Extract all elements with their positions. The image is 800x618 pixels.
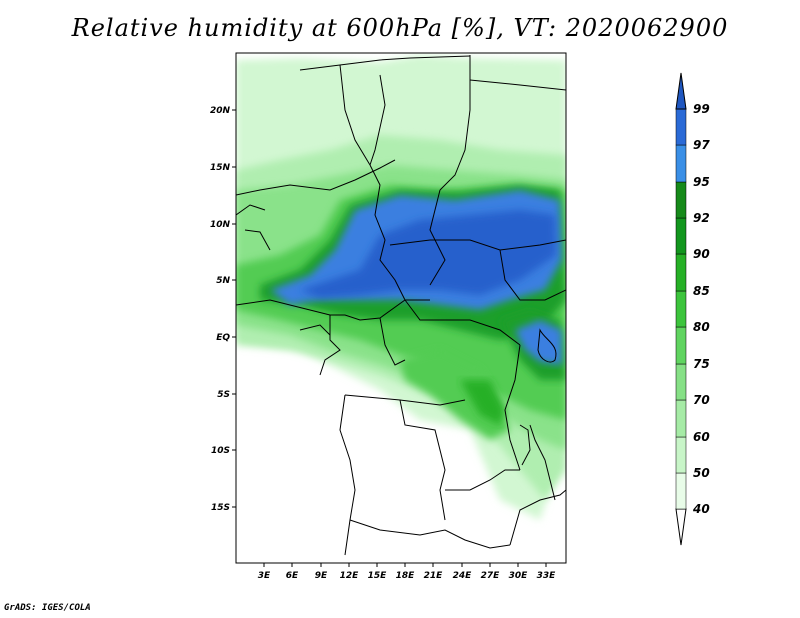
y-tick-label: 5S bbox=[217, 390, 230, 400]
colorbar-segment bbox=[675, 144, 687, 183]
x-tick-label: 33E bbox=[537, 571, 557, 581]
y-tick-labels: 20N 15N 10N 5N EQ 5S 10S 15S bbox=[210, 106, 231, 513]
y-axis bbox=[232, 109, 236, 508]
y-tick-label: 15S bbox=[211, 503, 230, 513]
map-frame bbox=[235, 52, 567, 564]
colorbar-label: 92 bbox=[693, 211, 710, 225]
country-boundaries bbox=[236, 55, 566, 556]
colorbar-segment bbox=[675, 363, 687, 401]
colorbar-segment bbox=[675, 217, 687, 255]
x-tick-label: 27E bbox=[481, 571, 501, 581]
y-tick-label: 20N bbox=[210, 106, 231, 116]
x-tick-label: 15E bbox=[368, 571, 388, 581]
colorbar-label: 50 bbox=[693, 466, 710, 480]
x-tick-label: 12E bbox=[340, 571, 360, 581]
colorbar-label: 85 bbox=[693, 284, 710, 298]
x-tick-label: 18E bbox=[396, 571, 416, 581]
colorbar-segment bbox=[675, 290, 687, 328]
grads-credit: GrADS: IGES/COLA bbox=[4, 603, 91, 613]
colorbar-segment bbox=[675, 472, 687, 510]
x-axis bbox=[263, 563, 547, 567]
colorbar-segment bbox=[675, 108, 687, 146]
y-tick-label: 5N bbox=[216, 276, 230, 286]
colorbar-label: 40 bbox=[692, 502, 710, 516]
colorbar-top-cap bbox=[675, 72, 687, 110]
rh-band-97 bbox=[300, 210, 556, 298]
y-tick-label: EQ bbox=[216, 333, 230, 343]
y-tick-label: 10N bbox=[210, 220, 231, 230]
colorbar-label: 75 bbox=[693, 357, 710, 371]
x-tick-label: 21E bbox=[424, 571, 444, 581]
colorbar-label: 60 bbox=[693, 430, 710, 444]
colorbar-label: 80 bbox=[693, 320, 710, 334]
colorbar-label: 90 bbox=[693, 247, 710, 261]
y-tick-label: 15N bbox=[210, 163, 231, 173]
colorbar-segment bbox=[675, 253, 687, 292]
humidity-field bbox=[236, 53, 566, 563]
colorbar-segment bbox=[675, 181, 687, 219]
colorbar-label: 97 bbox=[693, 138, 710, 152]
rh-band-85-south bbox=[400, 350, 510, 440]
x-tick-label: 9E bbox=[315, 571, 328, 581]
colorbar-label: 99 bbox=[693, 102, 710, 116]
x-tick-label: 24E bbox=[453, 571, 473, 581]
colorbar-label: 95 bbox=[693, 175, 710, 189]
rh-band-90-south bbox=[460, 380, 505, 425]
x-tick-labels: 3E 6E 9E 12E 15E 18E 21E 24E 27E 30E 33E bbox=[258, 571, 556, 581]
y-tick-label: 10S bbox=[211, 446, 230, 456]
chart-title: Relative humidity at 600hPa [%], VT: 202… bbox=[71, 14, 729, 42]
x-tick-label: 30E bbox=[509, 571, 529, 581]
x-tick-label: 6E bbox=[286, 571, 299, 581]
colorbar-segment bbox=[675, 326, 687, 365]
colorbar-segment bbox=[675, 436, 687, 474]
colorbar-label: 70 bbox=[693, 393, 710, 407]
colorbar: 40 50 60 70 75 80 85 90 92 95 97 99 bbox=[675, 72, 710, 546]
colorbar-bottom-cap bbox=[675, 508, 687, 546]
x-tick-label: 3E bbox=[258, 571, 271, 581]
colorbar-segment bbox=[675, 399, 687, 438]
